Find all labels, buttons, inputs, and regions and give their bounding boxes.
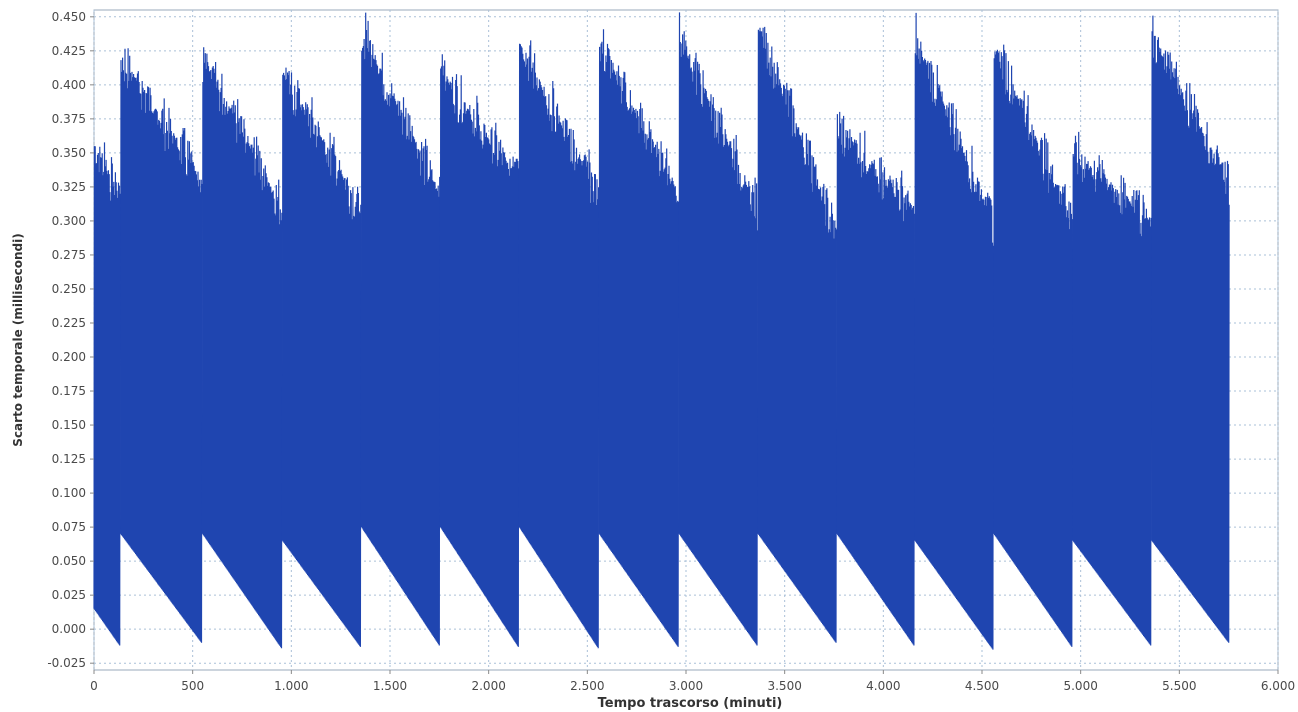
- x-tick-label: 6.000: [1261, 679, 1295, 693]
- y-tick-label: -0.025: [47, 656, 86, 670]
- y-tick-label: 0.025: [52, 588, 86, 602]
- y-tick-label: 0.050: [52, 554, 86, 568]
- x-tick-label: 5.500: [1162, 679, 1196, 693]
- series-segment: [439, 54, 520, 647]
- series-segment: [93, 142, 121, 646]
- series-segment: [518, 40, 600, 649]
- series-segment: [757, 26, 838, 643]
- x-axis-ticks: 0 500 1.000 1.500 2.000 2.500 3.000 3.500 4.000 4…: [90, 670, 1295, 693]
- x-tick-label: 1.500: [373, 679, 407, 693]
- series-segment: [1151, 15, 1230, 643]
- y-tick-label: 0.000: [52, 622, 86, 636]
- series-segment: [598, 29, 680, 647]
- series-segment: [914, 12, 994, 650]
- y-tick-label: 0.250: [52, 282, 86, 296]
- y-tick-label: 0.100: [52, 486, 86, 500]
- x-tick-label: 3.500: [767, 679, 801, 693]
- series-segment: [201, 47, 283, 649]
- x-tick-label: 2.500: [570, 679, 604, 693]
- series-segment: [678, 12, 759, 646]
- x-tick-label: 5.000: [1063, 679, 1097, 693]
- y-axis-title: Scarto temporale (millisecondi): [11, 233, 25, 446]
- y-tick-label: 0.200: [52, 350, 86, 364]
- y-tick-label: 0.300: [52, 214, 86, 228]
- y-tick-label: 0.275: [52, 248, 86, 262]
- y-tick-label: 0.375: [52, 112, 86, 126]
- y-tick-label: 0.075: [52, 520, 86, 534]
- data-series: [93, 12, 1230, 650]
- y-tick-label: 0.150: [52, 418, 86, 432]
- y-tick-label: 0.425: [52, 44, 86, 58]
- x-tick-label: 0: [90, 679, 98, 693]
- series-segment: [119, 48, 203, 643]
- y-tick-label: 0.325: [52, 180, 86, 194]
- x-tick-label: 3.000: [669, 679, 703, 693]
- x-tick-label: 2.000: [471, 679, 505, 693]
- y-tick-label: 0.175: [52, 384, 86, 398]
- y-axis-ticks: -0.025 0.000 0.025 0.050 0.075 0.100 0.125 0.15…: [47, 10, 94, 670]
- series-segment: [360, 12, 441, 646]
- x-tick-label: 4.500: [965, 679, 999, 693]
- series-segment: [993, 44, 1073, 647]
- y-tick-label: 0.225: [52, 316, 86, 330]
- x-tick-label: 1.000: [274, 679, 308, 693]
- y-tick-label: 0.350: [52, 146, 86, 160]
- series-segment: [281, 67, 362, 647]
- x-tick-label: 500: [181, 679, 204, 693]
- y-tick-label: 0.400: [52, 78, 86, 92]
- series-segment: [836, 111, 915, 646]
- x-axis-title: Tempo trascorso (minuti): [598, 696, 783, 711]
- y-tick-label: 0.450: [52, 10, 86, 24]
- series-segment: [1072, 131, 1152, 646]
- y-tick-label: 0.125: [52, 452, 86, 466]
- x-tick-label: 4.000: [866, 679, 900, 693]
